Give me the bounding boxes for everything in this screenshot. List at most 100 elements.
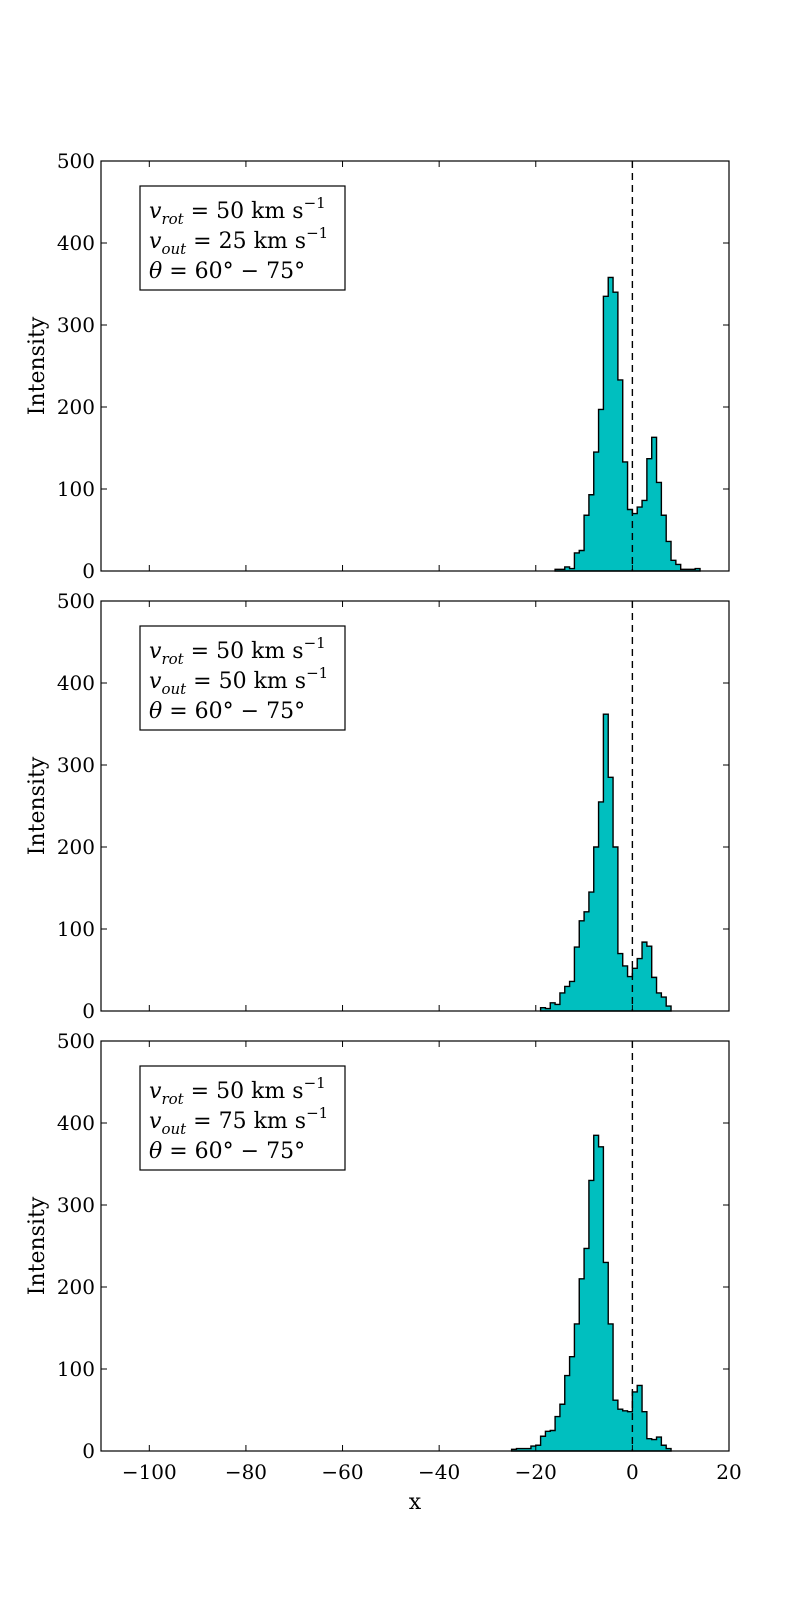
y-tick-label: 100	[57, 917, 95, 941]
y-tick-label: 400	[57, 1111, 95, 1135]
histogram-bin	[661, 997, 666, 1011]
legend-vout: vout = 25 km s−1	[149, 224, 328, 258]
histogram-bin	[637, 507, 642, 571]
legend-box	[139, 625, 346, 731]
y-tick-label: 300	[57, 1193, 95, 1217]
histogram-bin	[545, 1431, 550, 1451]
legend-theta: θ = 60° − 75°	[149, 699, 305, 724]
histogram-bin	[570, 1357, 575, 1451]
histogram-bin	[579, 921, 584, 1011]
histogram-bin	[574, 553, 579, 571]
histogram-bin	[599, 802, 604, 1011]
histogram-bin	[555, 1417, 560, 1451]
histogram-bin	[608, 777, 613, 1011]
histogram-bin	[574, 1324, 579, 1451]
histogram-bin	[657, 1437, 662, 1451]
x-tick-label: −60	[321, 1460, 363, 1484]
x-axis-label: x	[409, 1490, 422, 1515]
histogram-bin	[652, 1440, 657, 1451]
histogram-bin	[560, 993, 565, 1011]
histogram-bin	[584, 912, 589, 1011]
legend-box	[139, 1065, 346, 1171]
histogram-bin	[618, 954, 623, 1011]
histogram-bin	[676, 564, 681, 571]
histogram-bin	[599, 409, 604, 571]
histogram-bin	[584, 515, 589, 571]
histogram-bin	[594, 452, 599, 571]
y-tick-label: 400	[57, 231, 95, 255]
y-tick-label: 200	[57, 835, 95, 859]
y-tick-label: 0	[82, 559, 95, 583]
y-axis-label: Intensity	[25, 1196, 50, 1295]
histogram-bin	[632, 968, 637, 1011]
histogram-bin	[594, 847, 599, 1011]
histogram-bin	[623, 1411, 628, 1451]
legend-vout: vout = 50 km s−1	[149, 664, 328, 698]
histogram-panel-2: 0 100 200 300 400 500 Intensity vrot = 50 km s−…	[25, 589, 730, 1023]
histogram-bin	[584, 1248, 589, 1451]
histogram-panel-1: 0 100 200 300 400 500 Intensity vrot = 50 km s−…	[25, 149, 730, 583]
y-axis-label: Intensity	[25, 756, 50, 855]
y-tick-label: 100	[57, 477, 95, 501]
legend-vrot: vrot = 50 km s−1	[149, 194, 326, 228]
y-tick-label: 200	[57, 395, 95, 419]
histogram-bin	[623, 966, 628, 1011]
histogram-bin	[632, 514, 637, 571]
histogram-bin	[613, 1400, 618, 1451]
histogram-bin	[666, 1006, 671, 1011]
x-tick-label: −20	[515, 1460, 557, 1484]
histogram-bin	[550, 1003, 555, 1011]
histogram-bin	[603, 1262, 608, 1451]
histogram-bin	[550, 1431, 555, 1452]
legend-vrot: vrot = 50 km s−1	[149, 1074, 326, 1108]
plot-frame	[100, 1040, 730, 1452]
histogram-bin	[618, 1409, 623, 1451]
legend-box	[139, 185, 346, 291]
x-tick-label: 0	[626, 1460, 639, 1484]
histogram-bin	[579, 551, 584, 572]
histogram-bin	[652, 437, 657, 571]
legend-vout: vout = 75 km s−1	[149, 1104, 328, 1138]
histogram-bin	[565, 986, 570, 1011]
histogram-bars	[510, 1134, 672, 1452]
histogram-bin	[632, 1392, 637, 1451]
histogram-bin	[657, 482, 662, 571]
histogram-bin	[599, 1147, 604, 1451]
histogram-bin	[579, 1279, 584, 1451]
histogram-bin	[589, 1180, 594, 1451]
histogram-bin	[642, 500, 647, 571]
histogram-bin	[657, 993, 662, 1011]
histogram-bin	[589, 892, 594, 1011]
histogram-bin	[652, 977, 657, 1011]
histogram-bin	[647, 459, 652, 571]
histogram-bin	[541, 1436, 546, 1451]
legend-vrot: vrot = 50 km s−1	[149, 634, 326, 668]
histogram-bin	[671, 560, 676, 571]
histogram-bin	[574, 947, 579, 1011]
histogram-bin	[560, 1404, 565, 1451]
histogram-bin	[642, 1412, 647, 1451]
y-tick-label: 300	[57, 753, 95, 777]
histogram-bin	[555, 1004, 560, 1011]
histogram-bars	[539, 713, 672, 1012]
y-tick-label: 200	[57, 1275, 95, 1299]
plot-frame	[100, 600, 730, 1012]
histogram-bin	[603, 714, 608, 1011]
y-tick-label: 0	[82, 1439, 95, 1463]
histogram-bin	[565, 1376, 570, 1451]
histogram-bin	[608, 1324, 613, 1451]
histogram-bin	[531, 1446, 536, 1451]
y-tick-label: 0	[82, 999, 95, 1023]
histogram-bin	[647, 946, 652, 1011]
histogram-bin	[589, 495, 594, 571]
histogram-panel-3: 0 100 200 300 400 500 −100 −80 −60 −40 −20 0 20 Inten…	[25, 1029, 742, 1515]
histogram-bin	[661, 515, 666, 571]
y-tick-label: 300	[57, 313, 95, 337]
histogram-bin	[565, 567, 570, 571]
legend-theta: θ = 60° − 75°	[149, 259, 305, 284]
histogram-bin	[642, 942, 647, 1011]
histogram-bin	[570, 981, 575, 1011]
